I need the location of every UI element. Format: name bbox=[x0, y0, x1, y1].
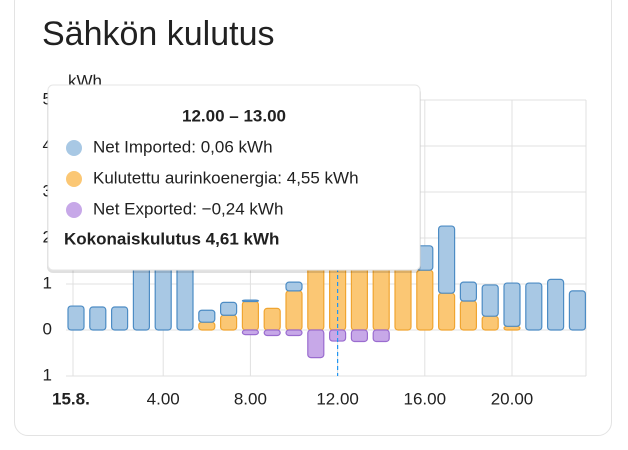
x-tick-label: 15.8. bbox=[52, 389, 90, 408]
y-tick-label: 1 bbox=[43, 273, 52, 292]
x-tick-label: 16.00 bbox=[404, 389, 447, 408]
tooltip-box bbox=[47, 84, 421, 271]
bar-segment bbox=[285, 329, 303, 337]
bar-segment bbox=[241, 329, 259, 336]
bar-segment bbox=[263, 307, 281, 331]
bar-segment bbox=[220, 314, 238, 331]
bar-segment bbox=[285, 281, 303, 292]
bar-segment bbox=[220, 301, 238, 316]
y-tick-label: 0 bbox=[43, 319, 52, 338]
bar-segment bbox=[198, 321, 216, 331]
bar-segment bbox=[459, 300, 477, 331]
bar-segment bbox=[241, 300, 259, 331]
x-tick-label: 8.00 bbox=[234, 389, 267, 408]
bar-segment bbox=[546, 278, 565, 331]
y-tick-label: 2 bbox=[43, 227, 52, 246]
tooltip-swatch bbox=[66, 202, 82, 218]
bar-segment bbox=[241, 299, 259, 303]
y-tick-label: 5 bbox=[43, 89, 52, 108]
tooltip-item: Net Imported: 0,06 kWh bbox=[93, 137, 273, 156]
bar-segment bbox=[503, 282, 521, 327]
bar-segment bbox=[350, 329, 368, 343]
bar-segment bbox=[438, 225, 456, 294]
tooltip-item: Net Exported: −0,24 kWh bbox=[93, 199, 283, 218]
bar-segment bbox=[198, 309, 216, 323]
tooltip-item: Kulutettu aurinkoenergia: 4,55 kWh bbox=[93, 168, 359, 187]
tooltip-total: Kokonaiskulutus 4,61 kWh bbox=[64, 229, 279, 248]
bar-segment bbox=[263, 329, 281, 337]
y-tick-label: 1 bbox=[43, 365, 52, 384]
x-tick-label: 12.00 bbox=[316, 389, 359, 408]
bar-segment bbox=[372, 329, 390, 343]
bar-segment bbox=[481, 315, 499, 331]
bar-segment bbox=[110, 306, 129, 331]
tooltip-swatch bbox=[66, 171, 82, 187]
bar-segment bbox=[438, 292, 456, 331]
bar-segment bbox=[568, 290, 587, 331]
y-tick-label: 3 bbox=[43, 181, 52, 200]
x-tick-label: 20.00 bbox=[491, 389, 534, 408]
tooltip: 12.00 – 13.00 Net Imported: 0,06 kWh Kulut… bbox=[47, 84, 421, 273]
bar-segment bbox=[307, 329, 325, 359]
bar-segment bbox=[89, 306, 107, 331]
bar-segment bbox=[67, 305, 85, 331]
y-tick-label: 4 bbox=[43, 135, 52, 154]
bar-segment bbox=[285, 290, 303, 331]
tooltip-swatch bbox=[66, 140, 82, 156]
bar-segment bbox=[481, 284, 499, 317]
bar-segment bbox=[459, 281, 477, 302]
card-title: Sähkön kulutus bbox=[42, 15, 275, 53]
x-tick-label: 4.00 bbox=[147, 389, 180, 408]
bar-segment bbox=[525, 282, 543, 331]
bar-segment bbox=[416, 269, 434, 331]
tooltip-title: 12.00 – 13.00 bbox=[182, 106, 286, 125]
